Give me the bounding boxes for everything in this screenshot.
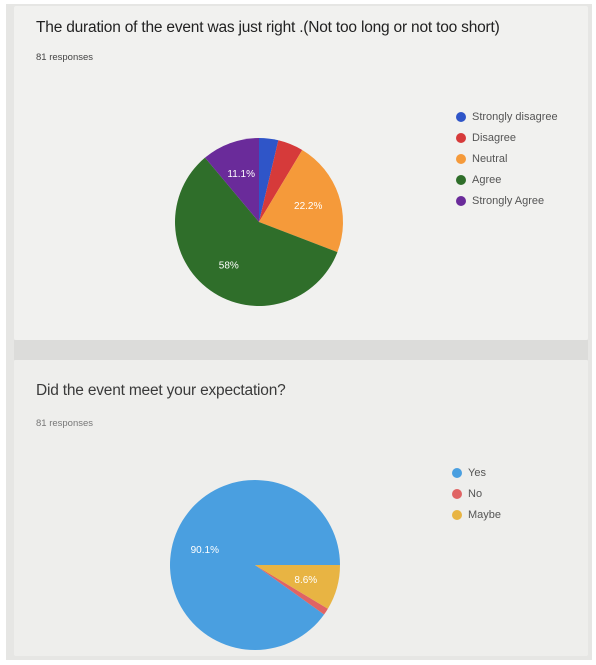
legend-item-disagree[interactable]: Disagree (456, 127, 558, 148)
question-title: Did the event meet your expectation? (36, 382, 286, 399)
card-divider (14, 340, 588, 360)
slice-label-agree: 58% (219, 260, 239, 271)
pie-slice-neutral (259, 149, 344, 253)
legend-item-no[interactable]: No (452, 483, 501, 504)
legend-label: Agree (472, 173, 502, 186)
question-card-duration: The duration of the event was just right… (14, 6, 588, 340)
legend-swatch (452, 509, 462, 520)
legend-label: Maybe (468, 508, 502, 521)
legend-item-yes[interactable]: Yes (452, 462, 501, 483)
question-card-expectation: Did the event meet your expectation? 81 … (14, 360, 588, 656)
legend-item-strongly-agree[interactable]: Strongly Agree (456, 190, 558, 211)
slice-label-neutral: 22.2% (294, 201, 322, 212)
pie-slice-no (255, 565, 328, 615)
slice-label-yes: 90.1% (191, 545, 219, 556)
pie-slice-strongly-agree (205, 138, 259, 222)
pie-chart-duration: 22.2% 58% 11.1% (175, 138, 344, 306)
legend-label: Yes (468, 466, 486, 479)
response-count: 81 responses (36, 52, 94, 63)
legend-swatch (456, 153, 466, 164)
legend-item-maybe[interactable]: Maybe (452, 504, 501, 525)
question-title: The duration of the event was just right… (36, 19, 500, 36)
legend-label: No (468, 487, 483, 500)
legend-label: Strongly Agree (472, 194, 545, 207)
legend-item-agree[interactable]: Agree (456, 169, 558, 190)
legend: Yes No Maybe (452, 462, 501, 525)
legend-swatch (456, 195, 466, 206)
pie-slice-maybe (255, 565, 340, 609)
pie-slice-strongly-disagree (259, 138, 279, 222)
legend-item-neutral[interactable]: Neutral (456, 148, 558, 169)
legend-label: Disagree (472, 131, 517, 144)
pie-slice-yes (170, 480, 340, 651)
legend: Strongly disagree Disagree Neutral Agree Str… (456, 106, 558, 211)
slice-label-strongly-agree: 11.1% (227, 169, 255, 180)
legend-swatch (456, 111, 466, 122)
slice-label-maybe: 8.6% (294, 575, 317, 586)
legend-item-strongly-disagree[interactable]: Strongly disagree (456, 106, 558, 127)
legend-swatch (452, 467, 462, 478)
legend-label: Neutral (472, 152, 508, 165)
response-count: 81 responses (36, 418, 94, 429)
legend-swatch (452, 488, 462, 499)
legend-swatch (456, 174, 466, 185)
legend-swatch (456, 132, 466, 143)
pie-slice-disagree (259, 140, 303, 222)
legend-label: Strongly disagree (472, 110, 558, 123)
pie-slice-agree (175, 157, 338, 306)
pie-chart-expectation: 90.1% 8.6% (170, 480, 340, 651)
